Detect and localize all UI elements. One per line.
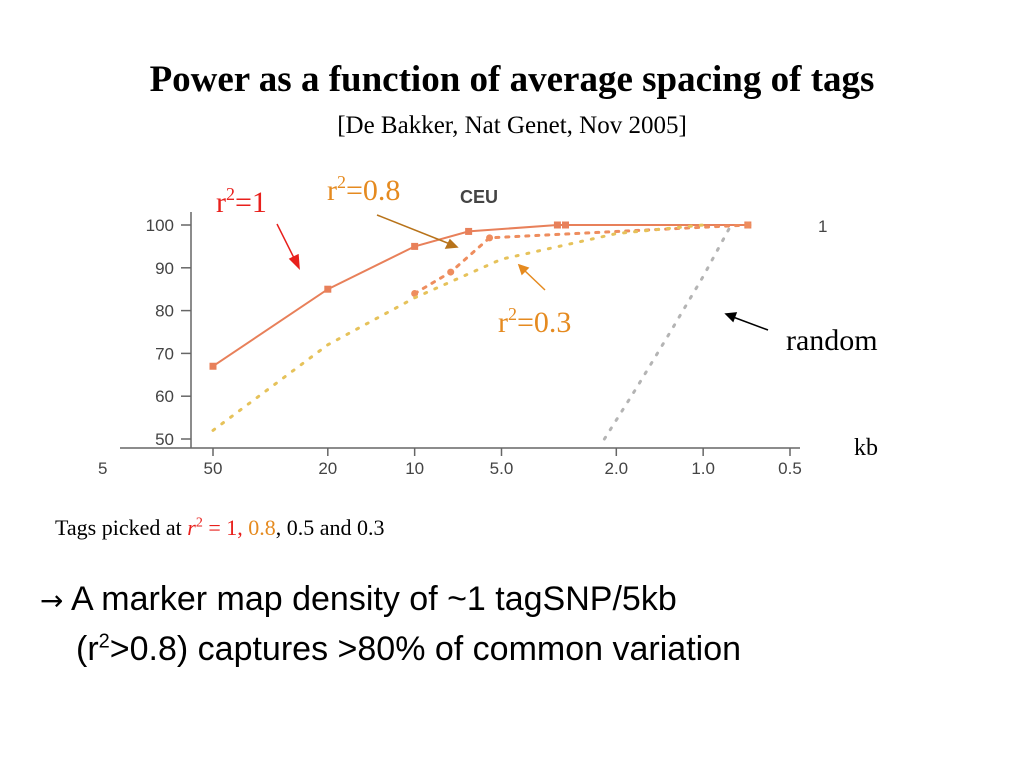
annotation-r2-1-rest: =1 xyxy=(235,186,267,219)
y-tick-label: 90 xyxy=(155,259,174,278)
data-point-r08 xyxy=(744,221,752,229)
data-point-r08 xyxy=(411,289,419,297)
bullet-line-1: → A marker map density of ~1 tagSNP/5kb xyxy=(40,580,677,619)
x-tick-label: 0.5 xyxy=(778,459,802,478)
right-arrow-icon: → xyxy=(40,584,64,617)
bullet-line-2-sup: 2 xyxy=(98,630,110,653)
y-tick-label: 80 xyxy=(155,302,174,321)
chart-title: CEU xyxy=(460,187,498,207)
caption-r: r xyxy=(187,515,196,540)
data-point-r1 xyxy=(324,285,332,293)
data-point-r08 xyxy=(486,234,494,242)
x-ticks: 50 20 10 5.0 2.0 1.0 0.5 xyxy=(204,448,802,478)
y-tick-label: 70 xyxy=(155,344,174,363)
chart-caption: Tags picked at r2 = 1, 0.8, 0.5 and 0.3 xyxy=(55,515,385,541)
annotation-r2-03-sup: 2 xyxy=(508,304,517,324)
bullet-line-2-prefix: (r xyxy=(76,630,99,668)
y-ticks: 50 60 70 80 90 100 xyxy=(146,216,191,449)
cut-off-series-label: 1 xyxy=(818,217,827,236)
annotation-r2-1-sup: 2 xyxy=(226,184,235,204)
caption-prefix: Tags picked at xyxy=(55,515,188,540)
data-point-r1 xyxy=(553,221,561,229)
x-tick-label: 5.0 xyxy=(490,459,514,478)
annotation-r2-08-base: r xyxy=(327,174,337,207)
x-tick-label: 2.0 xyxy=(604,459,628,478)
arrow-r2-08 xyxy=(376,214,459,249)
x-tick-label: 1.0 xyxy=(691,459,715,478)
series-line-random xyxy=(602,223,733,441)
caption-eq-one: = 1, xyxy=(202,515,249,540)
series-line-r08 xyxy=(413,223,750,295)
y-tick-label: 50 xyxy=(155,430,174,449)
annotation-r2-1: r2=1 xyxy=(216,184,267,219)
annotation-kb: kb xyxy=(854,435,878,461)
data-point-r1 xyxy=(562,221,570,229)
data-point-r1 xyxy=(209,362,217,370)
arrow-r2-03 xyxy=(517,263,546,291)
bullet-line-1-text: A marker map density of ~1 tagSNP/5kb xyxy=(63,580,677,618)
slide-subtitle: [De Bakker, Nat Genet, Nov 2005] xyxy=(337,112,687,139)
annotation-r2-1-base: r xyxy=(216,186,226,219)
data-point-r1 xyxy=(465,227,473,235)
caption-sup: 2 xyxy=(195,515,203,531)
slide-title: Power as a function of average spacing o… xyxy=(149,59,875,100)
annotation-r2-08-rest: =0.8 xyxy=(346,174,400,207)
arrow-r2-1 xyxy=(276,223,300,270)
caption-rest: , 0.5 and 0.3 xyxy=(275,515,385,540)
data-point-r08 xyxy=(447,268,455,276)
data-point-r1 xyxy=(411,242,419,250)
series-line-r03 xyxy=(211,223,705,432)
bullet-line-2-rest: >0.8) captures >80% of common variation xyxy=(109,630,742,668)
bullet-line-2: (r2>0.8) captures >80% of common variati… xyxy=(76,630,741,669)
y-tick-label: 60 xyxy=(155,387,174,406)
annotation-r2-08: r2=0.8 xyxy=(327,172,400,207)
x-tick-label: 10 xyxy=(405,459,424,478)
y-tick-label: 100 xyxy=(146,216,174,235)
series-layer xyxy=(209,221,752,441)
x-tick-label: 20 xyxy=(318,459,337,478)
annotation-r2-03-base: r xyxy=(498,306,508,339)
annotation-random: random xyxy=(786,324,878,357)
annotation-r2-03-rest: =0.3 xyxy=(517,306,571,339)
x-tick-label: 50 xyxy=(204,459,223,478)
arrow-random xyxy=(724,312,769,331)
cut-off-tick-label: 5 xyxy=(98,459,107,478)
annotation-r2-08-sup: 2 xyxy=(337,172,346,192)
caption-point8: 0.8 xyxy=(248,515,276,540)
annotation-r2-03: r2=0.3 xyxy=(498,304,571,339)
